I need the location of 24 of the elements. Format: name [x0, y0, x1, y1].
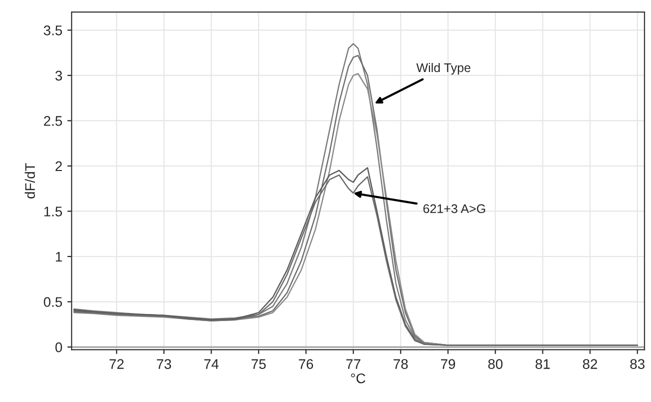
x-tick-label: 83 [630, 359, 645, 369]
x-tick-label: 76 [298, 359, 314, 369]
y-tick-label: 2 [56, 161, 62, 171]
annotation: Wild Type [416, 62, 470, 75]
x-tick-label: 72 [110, 359, 124, 369]
annotation: 621+3 A>G [423, 204, 486, 214]
y-axis-title: dF/dT [24, 163, 35, 198]
y-tick-label: 2.5 [44, 116, 62, 126]
x-tick-label: 82 [582, 359, 598, 369]
x-axis-title: °C [351, 373, 366, 384]
x-tick-label: 77 [346, 359, 360, 369]
y-tick-label: 0 [55, 342, 62, 352]
y-tick-label: 1 [56, 252, 62, 262]
x-tick-label: 79 [440, 359, 456, 369]
x-tick-label: 74 [204, 359, 219, 369]
x-tick-label: 80 [488, 359, 503, 369]
y-tick-label: 3.5 [44, 26, 62, 36]
x-tick-label: 78 [394, 359, 408, 369]
y-tick-label: 3 [55, 70, 62, 81]
x-tick-label: 81 [536, 359, 550, 369]
x-tick-label: 75 [252, 359, 266, 369]
y-tick-label: 1.5 [44, 206, 62, 216]
x-tick-label: 73 [156, 359, 172, 369]
y-tick-label: 0.5 [44, 297, 62, 307]
